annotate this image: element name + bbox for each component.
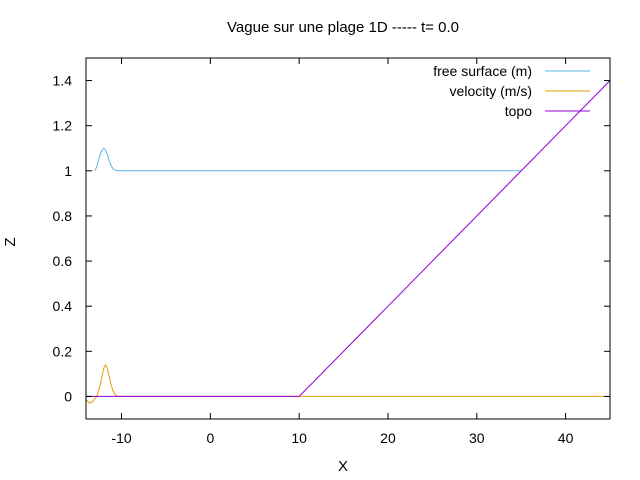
- legend-label: velocity (m/s): [450, 83, 532, 99]
- y-tick-label: 1.2: [53, 118, 73, 134]
- series-line-0: [94, 147, 522, 172]
- x-tick-label: 40: [558, 430, 574, 446]
- y-tick-label: 0: [64, 388, 72, 404]
- legend: free surface (m) velocity (m/s) topo: [433, 63, 590, 119]
- y-tick-label: 1: [64, 163, 72, 179]
- y-axis-label: Z: [2, 237, 19, 246]
- legend-label: topo: [505, 103, 532, 119]
- chart-title: Vague sur une plage 1D ----- t= 0.0: [227, 19, 459, 36]
- series-layer: [85, 80, 611, 404]
- x-tick-label: 30: [469, 430, 485, 446]
- x-tick-label: 0: [206, 430, 214, 446]
- y-tick-label: 0.6: [53, 253, 73, 269]
- x-axis-label: X: [338, 458, 348, 475]
- y-tick-label: 0.8: [53, 208, 73, 224]
- x-tick-label: -10: [111, 430, 131, 446]
- y-tick-label: 0.4: [53, 298, 73, 314]
- series-line-2: [86, 80, 611, 397]
- y-tick-label: 0.2: [53, 343, 73, 359]
- x-tick-label: 20: [380, 430, 396, 446]
- y-tick-label: 1.4: [53, 73, 73, 89]
- legend-label: free surface (m): [433, 63, 532, 79]
- x-tick-label: 10: [291, 430, 307, 446]
- ticks-layer: -10 0 10 20 30 40 0 0.2 0.4 0.6 0.8 1 1.2 1.4: [53, 58, 610, 446]
- plot-frame: [85, 57, 611, 420]
- series-line-1: [85, 363, 610, 404]
